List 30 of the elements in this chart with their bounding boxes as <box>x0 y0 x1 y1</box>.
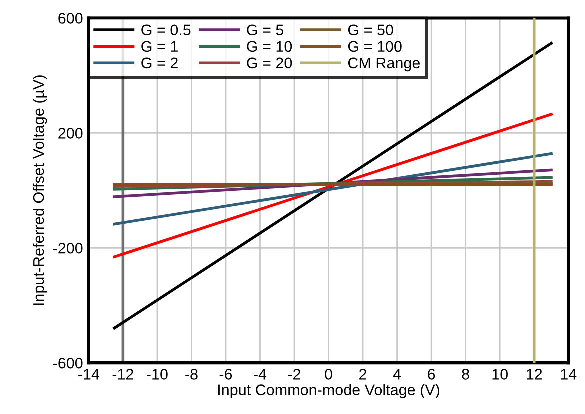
legend-label: G = 1 <box>142 41 178 52</box>
y-tick-label: -200 <box>53 242 83 254</box>
y-tick-label: 600 <box>58 13 83 24</box>
x-tick-label: -6 <box>220 369 232 380</box>
legend-label: G = 50 <box>348 24 394 36</box>
x-tick-label: 2 <box>360 369 367 380</box>
y-axis-title: Input-Referred Offset Voltage (µV) <box>32 76 48 306</box>
x-axis-title: Input Common-mode Voltage (V) <box>218 384 440 399</box>
legend-label: G = 20 <box>247 58 292 69</box>
x-tick-label: 8 <box>462 369 470 380</box>
x-tick-label: -4 <box>254 369 267 380</box>
x-tick-label: -14 <box>78 369 100 380</box>
legend-label: G = 2 <box>142 58 178 69</box>
x-tick-label: 10 <box>492 369 508 380</box>
y-tick-label: -600 <box>53 358 83 369</box>
legend-label: G = 100 <box>348 41 402 52</box>
x-tick-label: 14 <box>561 369 577 380</box>
x-tick-label: -10 <box>147 369 168 380</box>
legend-label: G = 10 <box>247 41 292 52</box>
x-tick-label: -2 <box>288 369 301 380</box>
x-tick-label: 4 <box>393 369 402 380</box>
x-tick-label: 12 <box>527 369 542 380</box>
legend-label: G = 5 <box>247 24 284 36</box>
x-tick-label: -12 <box>112 369 134 380</box>
x-tick-label: 0 <box>325 369 332 380</box>
y-tick-label: 200 <box>58 128 83 139</box>
x-tick-label: -8 <box>186 369 198 380</box>
legend-label: CM Range <box>348 58 420 72</box>
x-tick-label: 6 <box>428 369 436 380</box>
legend-label: G = 0.5 <box>142 24 191 36</box>
